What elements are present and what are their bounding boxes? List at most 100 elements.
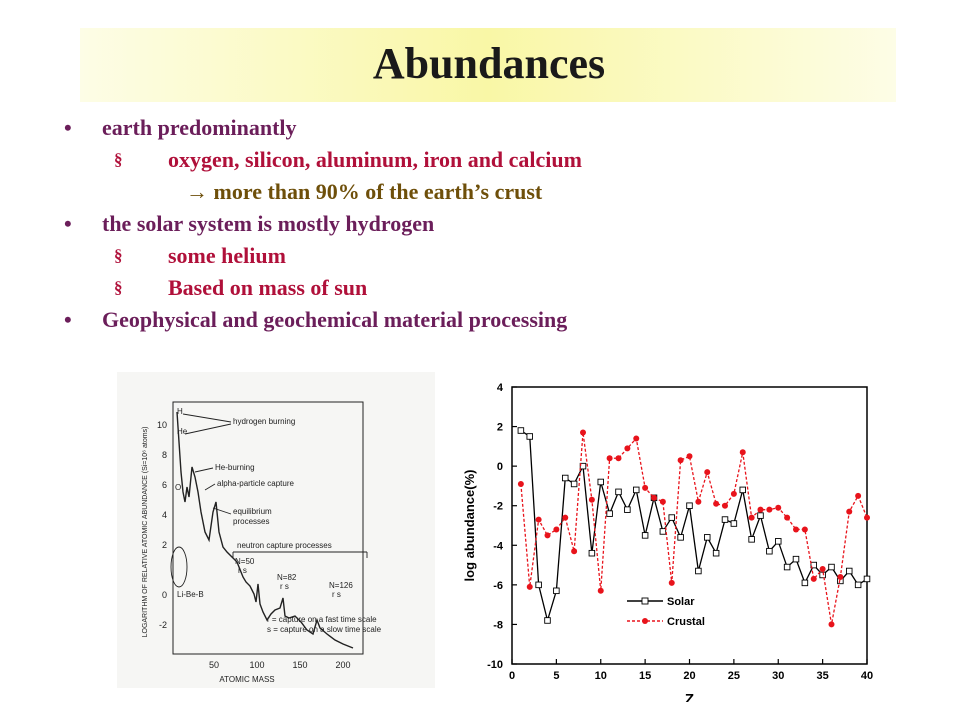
bullet-marker: • [64, 307, 72, 332]
bullet-text: the solar system is mostly hydrogen [102, 211, 435, 236]
data-point-crustal [597, 587, 604, 594]
y-tick-label: 2 [497, 422, 503, 434]
data-point-solar [517, 427, 525, 434]
data-point-crustal [615, 455, 622, 462]
data-point-crustal [819, 566, 826, 573]
data-point-crustal [633, 435, 640, 442]
y-tick-label: 4 [497, 382, 504, 394]
note-r: r = capture on a fast time scale [267, 615, 377, 624]
chart-legend: Solar Crustal [620, 590, 730, 636]
data-point-solar [632, 486, 640, 494]
n82-label: N=82 [277, 573, 297, 582]
x-tick: 200 [335, 660, 350, 670]
data-point-solar [695, 567, 702, 575]
x-tick-label: 5 [553, 670, 559, 682]
data-point-crustal [730, 490, 737, 497]
rs-label: r s [280, 582, 289, 591]
x-axis-label: ATOMIC MASS [219, 675, 274, 684]
data-point-solar [615, 488, 622, 496]
series-line-solar [520, 429, 868, 623]
data-point-solar [526, 433, 533, 440]
rs-label: r s [238, 566, 247, 575]
section-marker: § [114, 278, 123, 297]
data-point-crustal [677, 457, 684, 464]
data-point-solar [792, 555, 800, 563]
data-point-crustal [580, 429, 586, 436]
bullet-marker: • [64, 211, 72, 236]
data-point-solar [668, 514, 675, 521]
y-tick: 6 [162, 480, 167, 490]
y-tick: 0 [162, 590, 167, 600]
slide-title: Abundances [372, 39, 606, 88]
sub-bullet-text: oxygen, silicon, aluminum, iron and calc… [168, 147, 582, 172]
processes-label: processes [233, 517, 269, 526]
data-point-solar [659, 528, 667, 535]
y-tick: 10 [157, 420, 167, 430]
data-point-crustal [793, 526, 799, 533]
data-point-solar [597, 478, 604, 486]
legend-box [620, 590, 730, 636]
plot-frame [172, 401, 364, 655]
data-point-solar [579, 462, 587, 470]
o-label: O [175, 483, 181, 492]
data-point-crustal [722, 502, 728, 509]
data-point-crustal [642, 484, 649, 491]
li-be-b-label: Li-Be-B [177, 590, 204, 599]
section-marker: § [114, 150, 123, 169]
data-point-crustal [686, 453, 693, 460]
annotation-arrows [170, 413, 368, 588]
data-point-crustal [651, 494, 657, 501]
data-point-crustal [739, 449, 746, 456]
x-tick: 50 [209, 660, 219, 670]
y-tick-label: -6 [493, 580, 503, 592]
y-axis-label: LOGARITHM OF RELATIVE ATOMIC ABUNDANCE (… [142, 427, 149, 638]
equilibrium-label: equilibrium [233, 507, 272, 516]
legend-marker-crustal [642, 618, 648, 624]
y-tick-labels: 10 8 6 4 2 0 -2 [157, 420, 167, 630]
sub-bullet-item: § some helium [64, 240, 944, 272]
data-point-solar [757, 512, 764, 519]
hydrogen-burning-label: hydrogen burning [233, 417, 295, 426]
n50-label: N=50 [235, 557, 255, 566]
data-point-crustal [544, 532, 551, 539]
rs-label: r s [332, 590, 341, 599]
data-point-crustal [784, 514, 791, 521]
series-line-crustal [520, 432, 868, 625]
figure-background [117, 372, 435, 688]
x-tick-labels: 50 100 150 200 [209, 660, 351, 670]
data-point-crustal [828, 621, 835, 628]
data-point-solar [561, 474, 569, 482]
y-tick: 4 [162, 510, 167, 520]
section-marker: § [114, 246, 123, 265]
x-tick-label: 30 [772, 670, 784, 682]
data-point-crustal [553, 526, 560, 533]
x-tick-label: 15 [639, 670, 651, 682]
y-tick: -2 [159, 620, 167, 630]
data-point-crustal [766, 506, 773, 513]
y-tick: 8 [162, 450, 167, 460]
data-point-solar [854, 581, 862, 589]
data-point-crustal [810, 575, 817, 582]
h-label: H [177, 407, 183, 416]
y-tick-label: -8 [493, 619, 503, 631]
data-point-crustal [864, 514, 870, 521]
bullet-item: • the solar system is mostly hydrogen [64, 208, 944, 240]
abundance-mass-figure: 10 8 6 4 2 0 -2 50 100 150 200 ATOMIC MA… [117, 372, 435, 688]
alpha-capture-label: alpha-particle capture [217, 479, 294, 488]
y-axis-label: log abundance(%) [462, 470, 477, 582]
data-point-solar [775, 538, 782, 545]
data-point-crustal [624, 445, 631, 452]
bullet-marker: • [64, 115, 72, 140]
data-point-solar [828, 563, 835, 571]
data-point-crustal [713, 500, 720, 507]
data-point-solar [703, 534, 711, 541]
data-point-solar [801, 579, 809, 587]
x-tick-label: 0 [509, 670, 515, 682]
y-tick-label: -4 [493, 540, 504, 552]
data-point-solar [748, 536, 755, 543]
chart-series [517, 427, 871, 628]
x-tick-label: 40 [861, 670, 873, 682]
legend-label-solar: Solar [667, 596, 695, 608]
data-point-crustal [606, 455, 613, 462]
